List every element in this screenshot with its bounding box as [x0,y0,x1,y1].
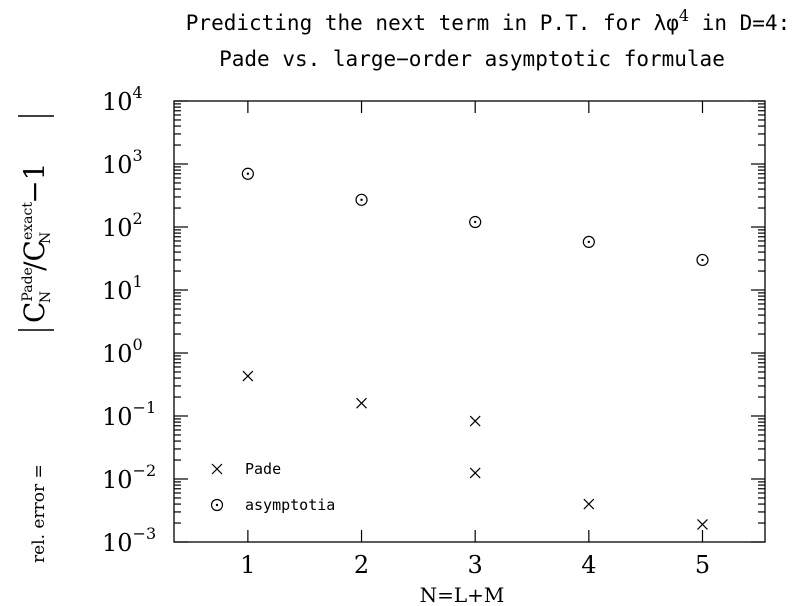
circle-ring [469,215,482,229]
chart-title: Predicting the next term in P.T. for λφ4… [186,6,790,71]
circle-ring [241,167,254,180]
circle-ring [696,253,709,267]
cross-stroke [242,370,254,382]
y-tick-label: 102 [102,209,143,242]
x-tick-label: 3 [468,551,483,579]
asymptotia-point [241,167,254,180]
y-tick-label: 103 [102,146,143,179]
asymptotia-point [582,235,595,249]
asymptotia-point [696,253,709,267]
x-tick-label: 4 [581,551,596,579]
legend: Pade asymptotia [210,460,335,514]
cross-stroke [469,467,481,479]
x-tick-label: 1 [240,551,255,579]
legend-label: asymptotia [245,496,335,514]
y-tick-label: 101 [102,272,143,305]
pade-point [697,519,708,530]
pade-point [469,415,481,427]
y-axis-label-text: rel. error = [29,464,49,563]
pade-point [242,370,254,382]
plot-area-frame [173,100,766,543]
series-marks [241,167,709,530]
circle-center [215,503,219,507]
circle-ring [582,235,595,249]
circle-center [587,240,591,244]
asymptotia-point [355,193,368,206]
legend-label: Pade [245,460,281,478]
x-tick-label: 2 [354,551,369,579]
y-tick-label: 10−2 [102,461,156,494]
legend-marker-pade [211,463,223,475]
chart-title-line-2: Pade vs. large−order asymptotic formulae [219,47,725,71]
pade-point [583,498,595,510]
y-tick-label: 10−3 [102,524,156,557]
circle-center [246,172,250,175]
chart-title-line-1: Predicting the next term in P.T. for λφ4… [186,6,790,35]
y-axis: 104 103 102 101 100 10−1 10−2 10−3 [102,83,765,557]
pade-point [356,397,367,409]
circle-center [701,258,704,262]
y-tick-label: 104 [102,83,143,116]
y-tick-label: 100 [102,335,143,368]
cross-stroke [583,498,595,510]
cross-stroke [356,397,367,409]
circle-center [473,220,477,224]
y-axis-label-formula: CPade N/Cexact N−1 [18,163,54,323]
legend-marker-asymptotia [210,498,224,512]
cross-stroke [469,415,481,427]
x-tick-label: 5 [695,551,710,579]
y-axis-label: rel. error = CPade N/Cexact N−1 [18,115,54,563]
cross-stroke [211,463,223,475]
circle-ring [210,498,224,512]
y-tick-label: 10−1 [102,398,156,431]
pade-point [469,467,481,479]
x-axis-label: N=L+M [420,583,505,606]
asymptotia-point [469,215,482,229]
cross-stroke [697,519,708,530]
x-axis: 1 2 3 4 5 [240,101,710,579]
circle-ring [355,193,368,206]
circle-center [360,198,363,202]
